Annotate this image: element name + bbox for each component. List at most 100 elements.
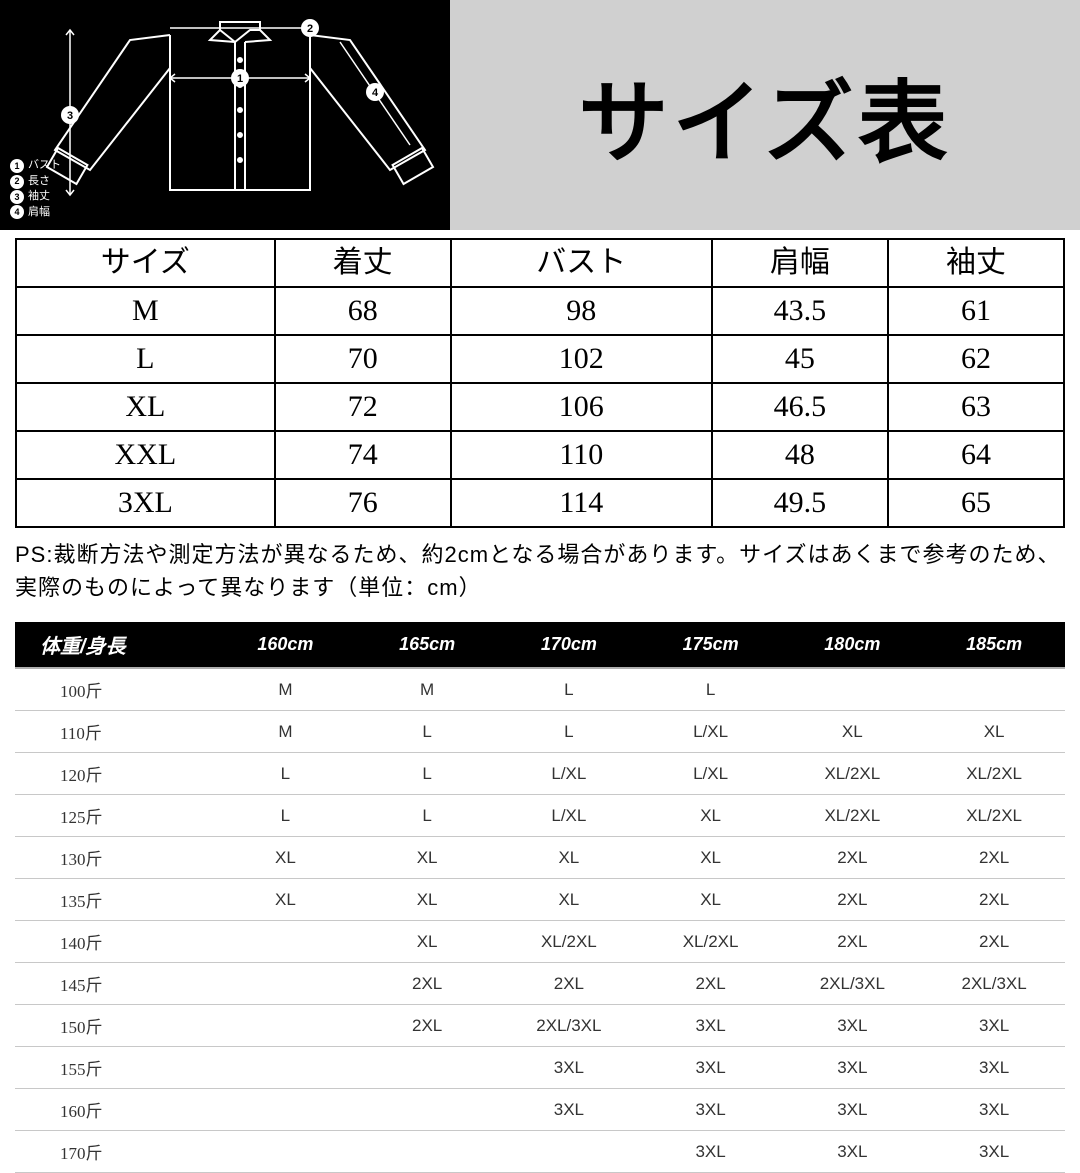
legend-item: 4 肩幅 — [10, 205, 61, 220]
match-cell: L — [498, 711, 640, 753]
match-cell: 2XL/3XL — [498, 1005, 640, 1047]
match-cell: XL — [781, 711, 923, 753]
match-cell: 3XL — [640, 1131, 782, 1173]
size-col-header: サイズ — [16, 239, 275, 287]
match-row-header: 145斤 — [15, 963, 215, 1005]
size-cell: 62 — [888, 335, 1064, 383]
match-cell — [215, 921, 357, 963]
match-row-header: 150斤 — [15, 1005, 215, 1047]
match-cell: 2XL — [923, 837, 1065, 879]
svg-text:3: 3 — [67, 110, 73, 122]
shirt-diagram: 1 2 3 4 1バスト 2 長さ 3 袖丈 — [0, 0, 450, 230]
table-row: 125斤LLL/XLXLXL/2XLXL/2XL — [15, 795, 1065, 837]
match-cell — [215, 963, 357, 1005]
match-row-header: 135斤 — [15, 879, 215, 921]
match-cell: L — [356, 795, 498, 837]
match-cell: XL/2XL — [923, 753, 1065, 795]
match-row-header: 170斤 — [15, 1131, 215, 1173]
size-cell: M — [16, 287, 275, 335]
match-col-header: 170cm — [498, 622, 640, 668]
match-cell: M — [215, 668, 357, 711]
match-cell: 3XL — [923, 1131, 1065, 1173]
match-cell: 3XL — [781, 1089, 923, 1131]
legend-item: 1バスト — [10, 158, 61, 173]
table-row: 150斤2XL2XL/3XL3XL3XL3XL — [15, 1005, 1065, 1047]
match-cell: L/XL — [640, 711, 782, 753]
match-row-header: 155斤 — [15, 1047, 215, 1089]
table-row: 130斤XLXLXLXL2XL2XL — [15, 837, 1065, 879]
match-row-header: 110斤 — [15, 711, 215, 753]
match-row-header: 140斤 — [15, 921, 215, 963]
match-cell — [215, 1047, 357, 1089]
size-cell: 48 — [712, 431, 888, 479]
match-cell: 2XL — [356, 1005, 498, 1047]
match-cell: 2XL — [923, 921, 1065, 963]
size-cell: 61 — [888, 287, 1064, 335]
match-cell: 3XL — [781, 1005, 923, 1047]
size-cell: 3XL — [16, 479, 275, 527]
legend-num-icon: 4 — [10, 205, 24, 219]
size-cell: 76 — [275, 479, 451, 527]
match-cell: 3XL — [498, 1047, 640, 1089]
shirt-outline-svg: 1 2 3 4 — [10, 10, 440, 220]
match-cell: XL/2XL — [640, 921, 782, 963]
match-wh-header: 体重/身長 — [15, 622, 215, 668]
match-cell: 2XL/3XL — [781, 963, 923, 1005]
match-col-header: 160cm — [215, 622, 357, 668]
table-row: 100斤MMLL — [15, 668, 1065, 711]
match-cell: 2XL — [923, 879, 1065, 921]
match-cell: 2XL — [356, 963, 498, 1005]
match-cell: 3XL — [781, 1047, 923, 1089]
match-cell: 3XL — [923, 1089, 1065, 1131]
match-cell: L — [356, 711, 498, 753]
size-cell: 46.5 — [712, 383, 888, 431]
table-row: 160斤3XL3XL3XL3XL — [15, 1089, 1065, 1131]
table-row: 120斤LLL/XLL/XLXL/2XLXL/2XL — [15, 753, 1065, 795]
match-row-header: 130斤 — [15, 837, 215, 879]
size-cell: L — [16, 335, 275, 383]
match-cell: XL — [215, 837, 357, 879]
legend-label: 袖丈 — [28, 189, 50, 204]
size-cell: 106 — [451, 383, 712, 431]
legend-label: 肩幅 — [28, 205, 50, 220]
match-cell: L — [356, 753, 498, 795]
match-cell: XL — [640, 795, 782, 837]
match-col-header: 185cm — [923, 622, 1065, 668]
svg-text:4: 4 — [372, 87, 379, 99]
match-cell: L/XL — [640, 753, 782, 795]
match-cell: 3XL — [640, 1005, 782, 1047]
match-row-header: 100斤 — [15, 668, 215, 711]
match-cell: XL — [356, 879, 498, 921]
legend-num-icon: 3 — [10, 190, 24, 204]
match-cell — [356, 1047, 498, 1089]
svg-text:2: 2 — [307, 23, 313, 35]
match-cell — [356, 1089, 498, 1131]
title-box: サイズ表 — [450, 0, 1080, 230]
match-cell: XL/2XL — [498, 921, 640, 963]
match-cell: 2XL — [640, 963, 782, 1005]
match-cell — [781, 668, 923, 711]
match-cell: 2XL — [498, 963, 640, 1005]
match-cell: 3XL — [781, 1131, 923, 1173]
size-cell: 63 — [888, 383, 1064, 431]
size-cell: 64 — [888, 431, 1064, 479]
match-cell: XL — [356, 921, 498, 963]
legend-label: 長さ — [28, 174, 50, 189]
match-cell: L/XL — [498, 795, 640, 837]
table-row: XXL741104864 — [16, 431, 1064, 479]
match-cell: 3XL — [923, 1005, 1065, 1047]
size-cell: 43.5 — [712, 287, 888, 335]
match-cell — [356, 1131, 498, 1173]
size-cell: 49.5 — [712, 479, 888, 527]
match-cell: 3XL — [640, 1089, 782, 1131]
legend-label: バスト — [28, 158, 61, 173]
size-col-header: 袖丈 — [888, 239, 1064, 287]
diagram-legend: 1バスト 2長さ 3袖丈 4肩幅 — [10, 158, 61, 220]
match-cell — [215, 1089, 357, 1131]
match-cell: XL/2XL — [923, 795, 1065, 837]
size-col-header: バスト — [451, 239, 712, 287]
table-row: XL7210646.563 — [16, 383, 1064, 431]
match-cell — [215, 1005, 357, 1047]
size-cell: 114 — [451, 479, 712, 527]
size-col-header: 着丈 — [275, 239, 451, 287]
